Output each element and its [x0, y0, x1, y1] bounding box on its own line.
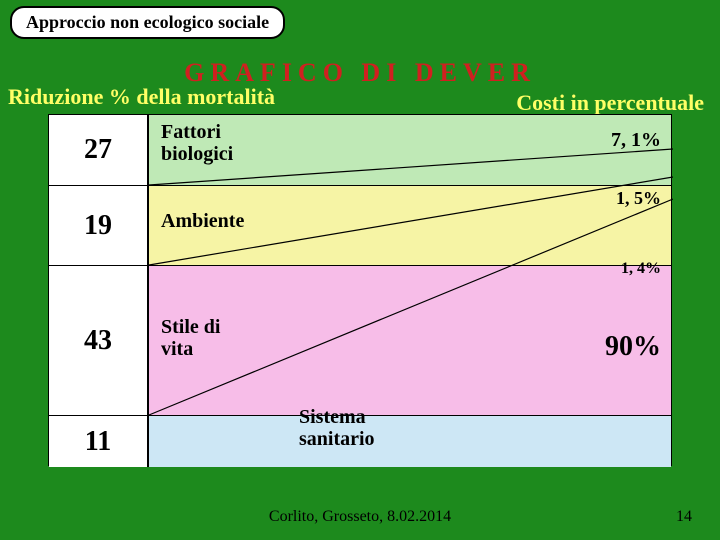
- left-value-bio: 27: [49, 115, 149, 185]
- left-value-amb: 19: [49, 186, 149, 265]
- row-label-bio: Fattori biologici: [161, 121, 233, 165]
- title-box: Approccio non ecologico sociale: [10, 6, 285, 39]
- page-number: 14: [676, 508, 692, 526]
- dever-chart: 27 Fattori biologici 7, 1% 19 Ambiente 1, 5% 4…: [48, 114, 672, 466]
- chart-row-sist: 11Sistema sanitario90%: [49, 415, 671, 467]
- chart-row-stile: 43Stile di vita1, 4%: [49, 265, 671, 415]
- right-value-sist: 90%: [605, 331, 661, 363]
- chart-row-amb: 19 Ambiente 1, 5%: [49, 185, 671, 265]
- chart-row-bio: 27 Fattori biologici 7, 1%: [49, 115, 671, 185]
- row-label-amb: Ambiente: [161, 210, 244, 232]
- right-value-bio: 7, 1%: [611, 129, 661, 152]
- right-value-stile: 1, 4%: [621, 260, 661, 278]
- right-value-amb: 1, 5%: [616, 188, 661, 209]
- row-label-sist: Sistema sanitario: [299, 406, 375, 450]
- left-value-stile: 43: [49, 266, 149, 415]
- left-heading: Riduzione % della mortalità: [8, 84, 275, 110]
- row-label-stile: Stile di vita: [161, 316, 220, 360]
- left-value-sist: 11: [49, 416, 149, 467]
- title-box-text: Approccio non ecologico sociale: [26, 12, 269, 32]
- footer-text: Corlito, Grosseto, 8.02.2014: [0, 508, 720, 526]
- right-heading: Costi in percentuale: [516, 90, 704, 116]
